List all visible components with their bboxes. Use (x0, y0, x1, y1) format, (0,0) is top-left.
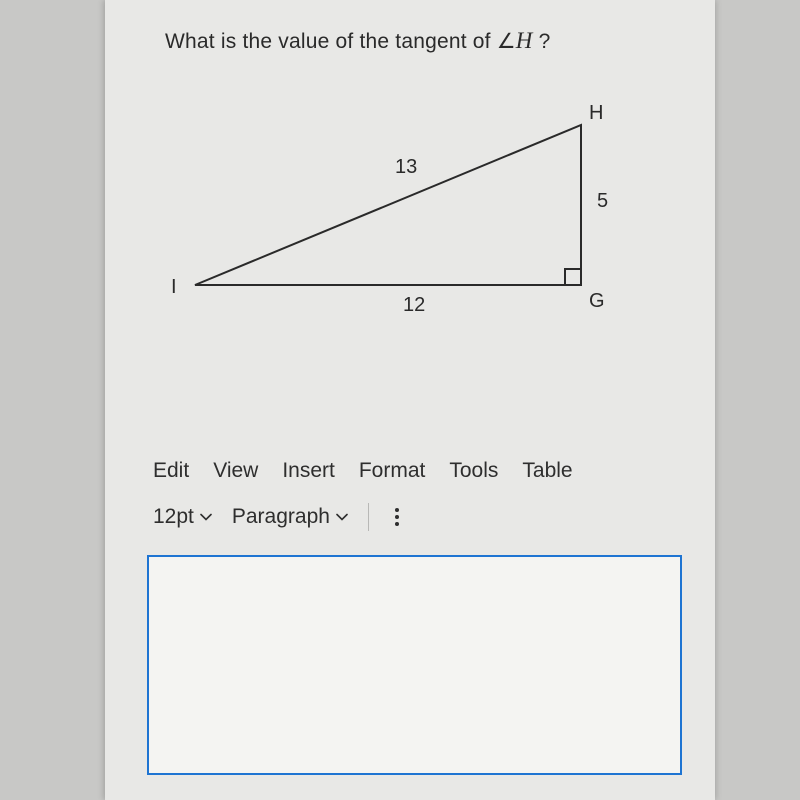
menu-table[interactable]: Table (522, 459, 572, 483)
editor-menubar: Edit View Insert Format Tools Table (145, 455, 685, 499)
chevron-down-icon (200, 511, 212, 523)
paragraph-style-value: Paragraph (232, 505, 330, 529)
question-text: What is the value of the tangent of ∠H ? (165, 28, 665, 54)
triangle-figure: I H G 13 5 12 (165, 95, 665, 330)
paragraph-style-dropdown[interactable]: Paragraph (232, 505, 348, 529)
menu-edit[interactable]: Edit (153, 459, 189, 483)
svg-text:G: G (589, 290, 605, 312)
menu-format[interactable]: Format (359, 459, 426, 483)
svg-text:5: 5 (597, 190, 608, 212)
svg-text:I: I (171, 276, 177, 298)
svg-text:H: H (589, 102, 603, 124)
editor-toolbar: 12pt Paragraph (145, 499, 685, 555)
svg-text:13: 13 (395, 156, 417, 178)
angle-symbol: ∠ (497, 29, 516, 53)
question-suffix: ? (533, 30, 551, 53)
chevron-down-icon (336, 511, 348, 523)
menu-insert[interactable]: Insert (282, 459, 335, 483)
menu-view[interactable]: View (213, 459, 258, 483)
toolbar-divider (368, 503, 369, 531)
rich-text-editor: Edit View Insert Format Tools Table 12pt… (145, 455, 685, 775)
font-size-dropdown[interactable]: 12pt (153, 505, 212, 529)
angle-variable: H (516, 28, 533, 53)
answer-textarea[interactable] (147, 555, 682, 775)
question-prefix: What is the value of the tangent of (165, 30, 497, 53)
content-panel: What is the value of the tangent of ∠H ?… (105, 0, 715, 800)
menu-tools[interactable]: Tools (449, 459, 498, 483)
more-options-icon[interactable] (389, 508, 399, 526)
font-size-value: 12pt (153, 505, 194, 529)
svg-text:12: 12 (403, 294, 425, 316)
